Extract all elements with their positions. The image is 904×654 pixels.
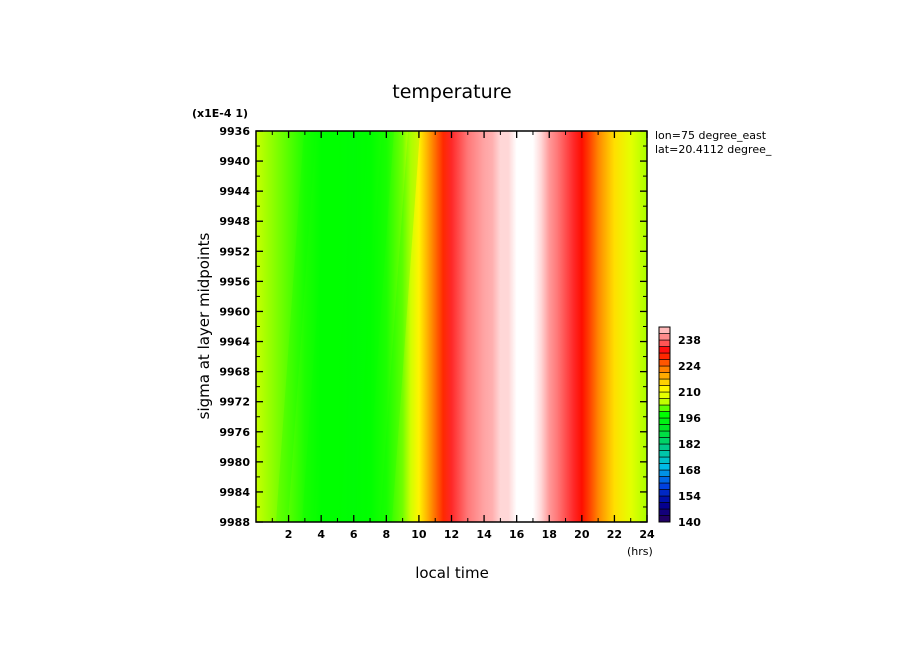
lat-annotation: lat=20.4112 degree_ — [655, 143, 772, 156]
y-tick-label: 9936 — [219, 125, 250, 138]
x-tick-label: 24 — [639, 528, 655, 541]
colorbar-label: 224 — [678, 360, 701, 373]
x-tick-label: 2 — [285, 528, 293, 541]
colorbar-cell — [658, 417, 671, 425]
y-tick-label: 9968 — [219, 366, 250, 379]
colorbar-cell — [658, 476, 671, 484]
x-tick-label: 20 — [574, 528, 590, 541]
colorbar-cell — [658, 469, 671, 477]
colorbar-cell — [658, 456, 671, 464]
colorbar-cell — [658, 339, 671, 347]
contour-band — [302, 131, 342, 522]
y-tick-label: 9984 — [219, 486, 250, 499]
colorbar-cell — [658, 463, 671, 471]
y-axis-label: sigma at layer midpoints — [195, 232, 213, 419]
contour-band — [328, 131, 368, 522]
x-tick-label: 10 — [411, 528, 427, 541]
colorbar-cell — [658, 404, 671, 412]
colorbar-label: 168 — [678, 464, 701, 477]
colorbar-cell — [658, 482, 671, 490]
colorbar-cell — [658, 430, 671, 438]
colorbar-cell — [658, 489, 671, 497]
colorbar — [658, 326, 671, 523]
colorbar-cell — [658, 385, 671, 393]
colorbar-frame — [658, 326, 671, 523]
y-tick-label: 9948 — [219, 215, 250, 228]
contour-band — [276, 131, 316, 522]
colorbar-cell — [658, 515, 671, 523]
colorbar-cell — [658, 326, 671, 334]
y-tick-label: 9940 — [219, 155, 250, 168]
colorbar-cell — [658, 372, 671, 380]
colorbar-cell — [658, 346, 671, 354]
y-axis-ticks: 9936 9940 9944 9948 9952 9956 9960 9964 9968 9972… — [219, 125, 647, 529]
colorbar-cell — [658, 333, 671, 341]
y-tick-label: 9976 — [219, 426, 250, 439]
colorbar-cell — [658, 411, 671, 419]
colorbar-cell — [658, 443, 671, 451]
x-unit-label: (hrs) — [627, 545, 653, 558]
chart-title: temperature — [392, 81, 511, 103]
colorbar-label: 210 — [678, 386, 701, 399]
colorbar-cell — [658, 424, 671, 432]
colorbar-cell — [658, 352, 671, 360]
colorbar-cell — [658, 450, 671, 458]
x-axis-ticks: 2 4 6 8 10 12 14 16 18 20 22 24 — [271, 131, 655, 541]
colorbar-labels: 140 154 168 182 196 210 224 238 — [678, 334, 701, 529]
colorbar-label: 196 — [678, 412, 701, 425]
x-tick-label: 18 — [542, 528, 557, 541]
y-scale-note: (x1E-4 1) — [192, 107, 248, 120]
y-tick-label: 9960 — [219, 305, 250, 318]
contour-band — [380, 131, 420, 522]
plot-background — [256, 131, 647, 522]
colorbar-cell — [658, 359, 671, 367]
x-tick-label: 4 — [317, 528, 325, 541]
lon-annotation: lon=75 degree_east — [655, 129, 767, 142]
colorbar-cell — [658, 508, 671, 516]
y-tick-label: 9956 — [219, 275, 250, 288]
colorbar-cell — [658, 437, 671, 445]
x-axis-label: local time — [415, 564, 489, 582]
colorbar-cell — [658, 365, 671, 373]
y-tick-label: 9952 — [219, 245, 250, 258]
y-tick-label: 9972 — [219, 396, 250, 409]
colorbar-label: 154 — [678, 490, 701, 503]
x-tick-label: 16 — [509, 528, 525, 541]
colorbar-cell — [658, 398, 671, 406]
colorbar-label: 238 — [678, 334, 701, 347]
x-tick-label: 12 — [444, 528, 459, 541]
y-tick-label: 9944 — [219, 185, 250, 198]
y-tick-label: 9964 — [219, 336, 250, 349]
x-tick-label: 22 — [607, 528, 622, 541]
contour-band — [354, 131, 394, 522]
colorbar-label: 182 — [678, 438, 701, 451]
colorbar-cell — [658, 495, 671, 503]
colorbar-cell — [658, 391, 671, 399]
colorbar-cell — [658, 502, 671, 510]
y-tick-label: 9988 — [219, 516, 250, 529]
colorbar-label: 140 — [678, 516, 701, 529]
colorbar-cell — [658, 378, 671, 386]
x-tick-label: 8 — [383, 528, 391, 541]
y-tick-label: 9980 — [219, 456, 250, 469]
x-tick-label: 14 — [476, 528, 492, 541]
x-tick-label: 6 — [350, 528, 358, 541]
